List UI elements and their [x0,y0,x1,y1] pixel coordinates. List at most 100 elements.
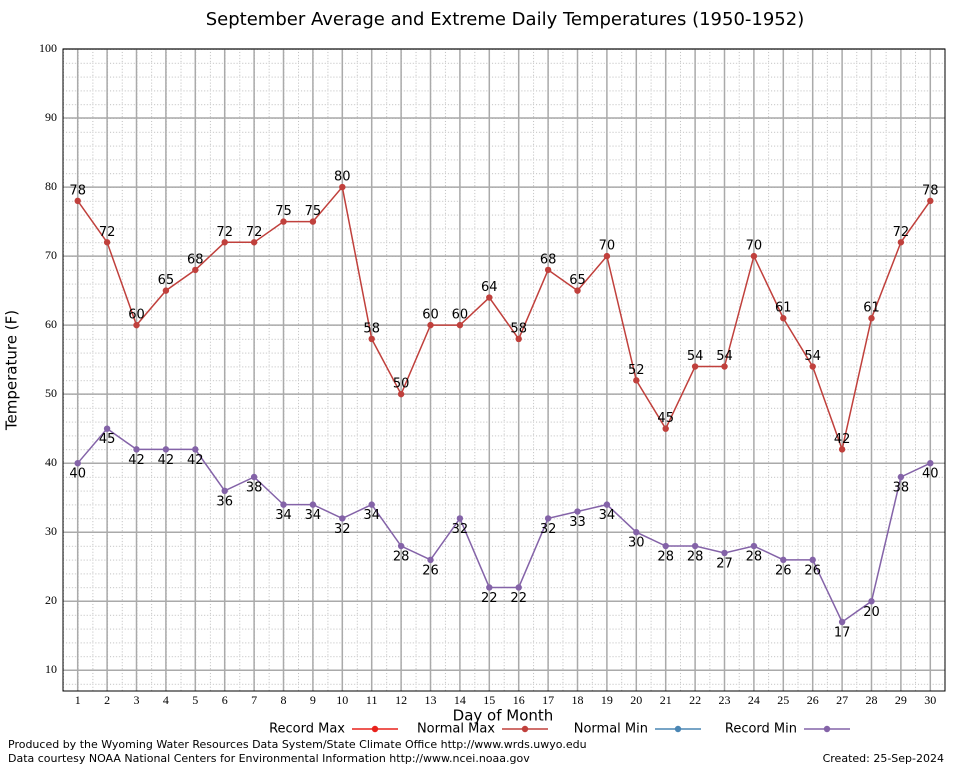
legend-label: Normal Max [417,722,495,737]
point [103,425,111,432]
point [192,446,199,453]
data-label: 38 [246,481,263,496]
y-tick-label: 70 [45,248,57,262]
data-label: 32 [540,522,557,537]
x-tick-label: 3 [134,693,140,707]
x-tick-label: 20 [630,693,642,707]
y-axis-label: Temperature (F) [3,310,21,431]
point [133,321,140,329]
point [633,529,640,536]
x-tick-label: 23 [719,693,731,707]
data-label: 78 [69,183,86,198]
data-label: 34 [363,508,380,523]
y-tick-label: 40 [45,455,57,469]
data-label: 42 [187,453,204,468]
point [162,446,170,453]
point [280,501,287,508]
footer: Produced by the Wyoming Water Resources … [8,738,587,751]
data-label: 45 [99,432,116,447]
y-tick-label: 90 [45,110,57,124]
point [662,542,669,550]
point [309,501,317,508]
plot-frame [62,48,946,692]
x-tick-label: 8 [281,693,287,707]
data-label: 65 [569,273,586,288]
point [427,321,434,329]
data-label: 33 [569,515,586,530]
point [662,425,669,432]
x-tick-label: 12 [395,693,407,707]
point [868,315,875,322]
data-label: 30 [628,536,645,551]
legend-label: Normal Min [574,722,648,737]
point [427,556,434,564]
data-label: 58 [363,321,380,336]
legend-marker [521,725,529,733]
point [192,266,199,274]
data-label: 28 [393,550,410,565]
point [603,252,611,260]
point [486,584,493,591]
x-tick-label: 4 [163,693,169,707]
x-tick-label: 24 [748,693,760,707]
y-tick-label: 30 [45,524,57,538]
x-tick-label: 17 [542,693,554,707]
y-tick-label: 20 [45,593,57,607]
point [927,459,934,467]
data-label: 28 [687,550,704,565]
point [721,363,728,370]
point [103,239,111,246]
data-label: 75 [305,204,322,219]
y-tick-label: 80 [45,179,57,193]
data-label: 50 [393,377,410,392]
point [368,501,375,508]
point [603,501,611,508]
point [633,377,640,384]
data-label: 54 [687,349,704,364]
point [456,321,464,329]
x-tick-label: 13 [425,693,437,707]
x-tick-label: 25 [777,693,789,707]
y-tick-label: 100 [39,41,57,55]
x-tick-label: 2 [104,693,110,707]
point [897,473,905,481]
data-label: 42 [158,453,175,468]
data-label: 28 [657,550,674,565]
point [691,542,699,550]
data-label: 32 [334,522,351,537]
data-label: 72 [99,225,116,240]
data-label: 22 [510,591,527,606]
legend-label: Record Max [269,722,345,737]
x-tick-label: 28 [866,693,878,707]
point [750,252,758,260]
point [515,335,522,343]
data-label: 65 [158,273,175,288]
x-tick-label: 7 [251,693,257,707]
data-label: 26 [422,563,439,578]
point [339,183,346,191]
point [250,239,258,246]
data-label: 40 [69,467,86,482]
data-label: 42 [834,432,851,447]
y-tick-label: 50 [45,386,57,400]
x-axis-label: Day of Month [453,707,554,725]
data-label: 78 [922,183,939,198]
legend-label: Record Min [725,722,797,737]
x-tick-label: 19 [601,693,613,707]
legend-marker [674,725,682,733]
data-label: 34 [275,508,292,523]
x-tick-label: 5 [192,693,198,707]
x-tick-label: 10 [336,693,348,707]
point [397,390,405,398]
y-tick-label: 60 [45,317,57,331]
data-label: 32 [452,522,469,537]
x-tick-label: 27 [836,693,848,707]
data-label: 72 [893,225,910,240]
point [809,556,816,564]
data-label: 42 [128,453,145,468]
point [162,287,170,294]
point [780,315,787,322]
data-label: 61 [863,301,880,316]
point [221,239,228,246]
x-tick-label: 18 [572,693,584,707]
